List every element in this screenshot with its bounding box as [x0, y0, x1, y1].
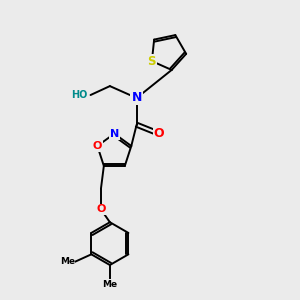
Text: O: O: [96, 204, 106, 214]
Text: Me: Me: [60, 257, 75, 266]
Text: O: O: [154, 127, 164, 140]
Text: HO: HO: [71, 90, 88, 100]
Text: N: N: [131, 92, 142, 104]
Text: Me: Me: [102, 280, 117, 289]
Text: S: S: [148, 55, 156, 68]
Text: N: N: [110, 129, 119, 139]
Text: O: O: [93, 141, 102, 151]
